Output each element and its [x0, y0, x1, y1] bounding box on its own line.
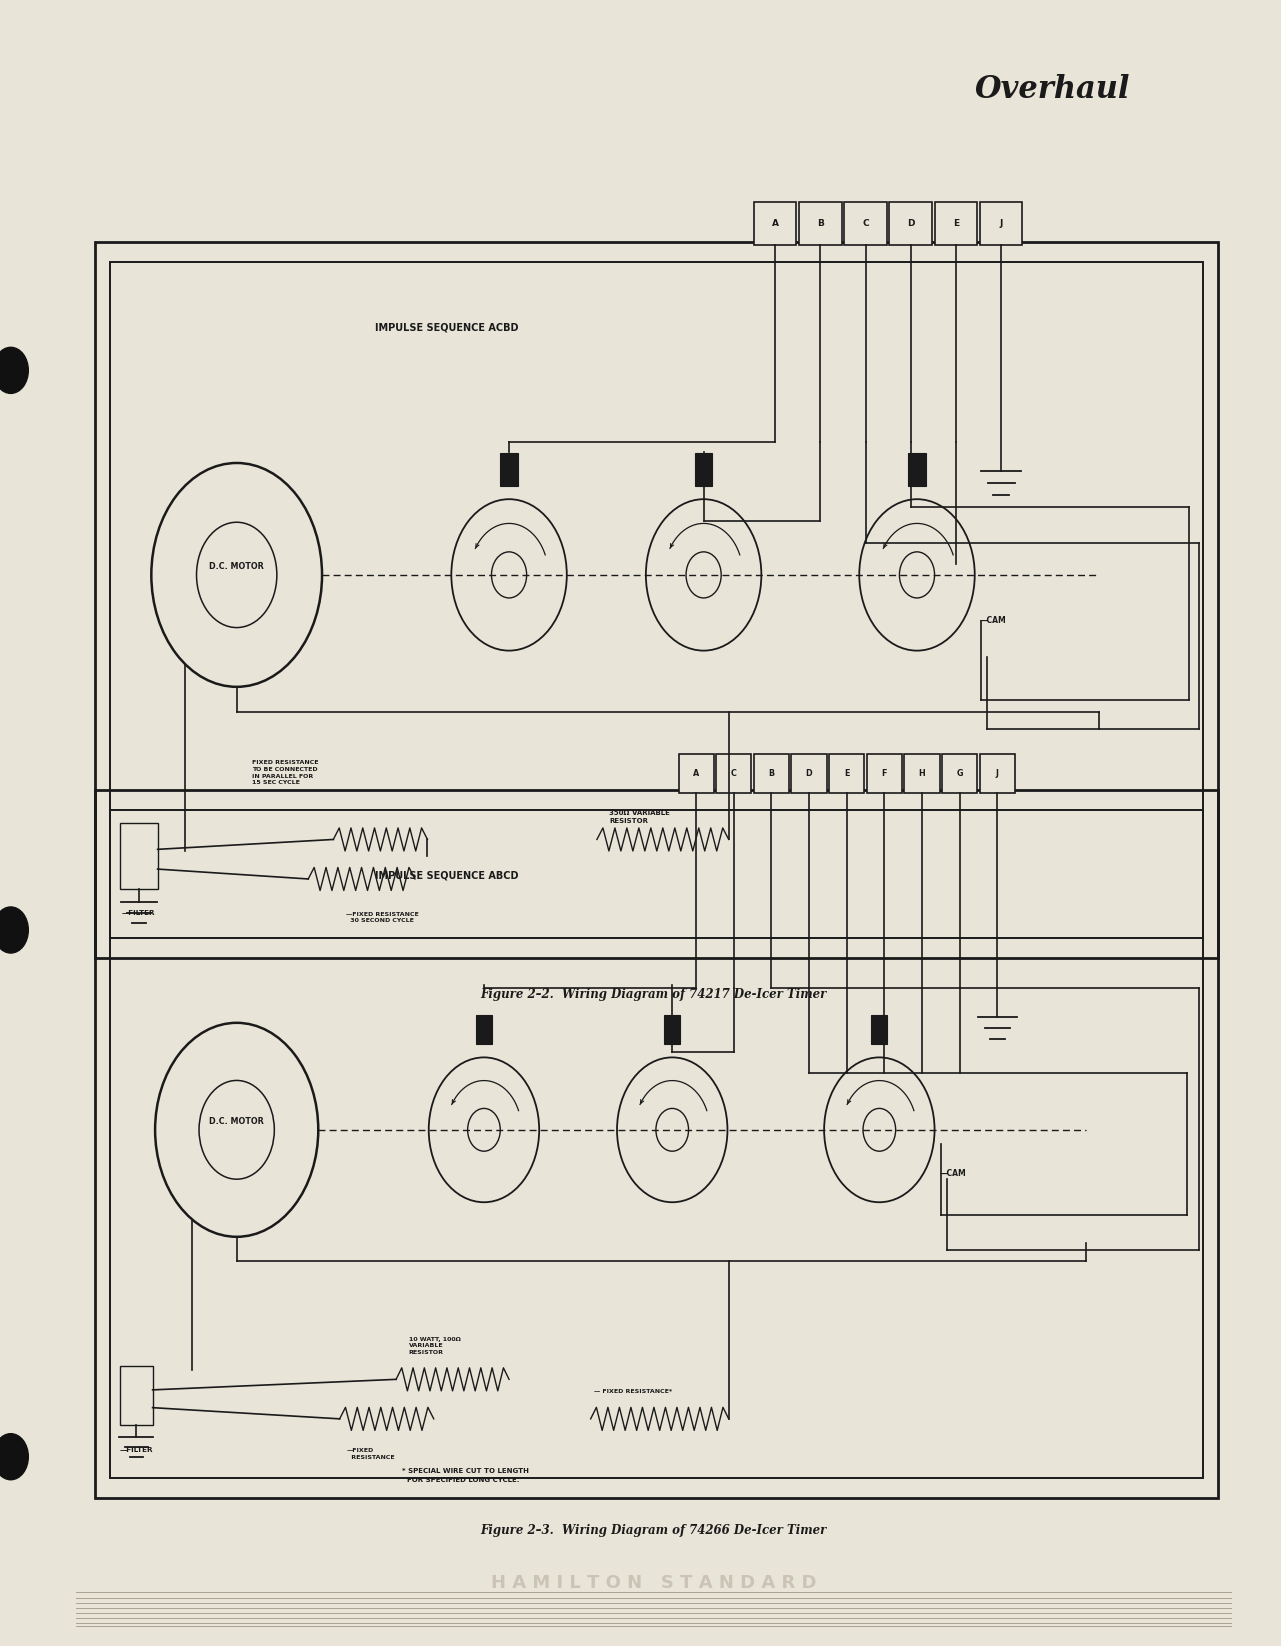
Circle shape — [0, 1434, 28, 1480]
Text: H: H — [918, 769, 925, 779]
Text: —CAM: —CAM — [939, 1169, 966, 1179]
Text: E: E — [844, 769, 849, 779]
Text: J: J — [995, 769, 999, 779]
Bar — [829, 754, 865, 793]
Text: Figure 2–3.  Wiring Diagram of 74266 De-Icer Timer: Figure 2–3. Wiring Diagram of 74266 De-I… — [480, 1524, 826, 1537]
Text: D.C. MOTOR: D.C. MOTOR — [209, 1118, 264, 1126]
Text: A: A — [693, 769, 699, 779]
Bar — [110, 810, 1203, 1478]
Bar — [904, 754, 939, 793]
Circle shape — [0, 347, 28, 393]
Text: — FIXED RESISTANCE*: — FIXED RESISTANCE* — [594, 1389, 673, 1394]
Text: C: C — [730, 769, 737, 779]
Text: —CAM: —CAM — [980, 616, 1007, 625]
Circle shape — [0, 907, 28, 953]
Bar — [889, 202, 933, 245]
Bar — [799, 202, 842, 245]
Text: A: A — [771, 219, 779, 229]
Text: —FILTER: —FILTER — [122, 910, 155, 917]
Bar — [753, 754, 789, 793]
Text: D.C. MOTOR: D.C. MOTOR — [209, 563, 264, 571]
Text: F: F — [881, 769, 886, 779]
Bar — [867, 754, 902, 793]
Bar — [716, 754, 752, 793]
Text: B: B — [817, 219, 824, 229]
Bar — [753, 202, 797, 245]
Bar — [792, 754, 826, 793]
Bar — [475, 1014, 492, 1044]
Text: D: D — [806, 769, 812, 779]
Bar — [120, 823, 158, 889]
Bar — [942, 754, 977, 793]
Bar — [844, 202, 886, 245]
Bar — [694, 453, 712, 486]
Text: B: B — [769, 769, 775, 779]
Bar — [664, 1014, 680, 1044]
Bar — [110, 262, 1203, 938]
Text: Figure 2–2.  Wiring Diagram of 74217 De-Icer Timer: Figure 2–2. Wiring Diagram of 74217 De-I… — [480, 988, 826, 1001]
Text: C: C — [862, 219, 869, 229]
Bar — [679, 754, 714, 793]
Text: J: J — [999, 219, 1003, 229]
Text: IMPULSE SEQUENCE ACBD: IMPULSE SEQUENCE ACBD — [374, 323, 518, 332]
Text: E: E — [953, 219, 959, 229]
Text: IMPULSE SEQUENCE ABCD: IMPULSE SEQUENCE ABCD — [374, 871, 518, 881]
Text: —FILTER: —FILTER — [119, 1447, 152, 1453]
Text: D: D — [907, 219, 915, 229]
Bar — [871, 1014, 888, 1044]
Text: G: G — [957, 769, 963, 779]
Bar — [980, 202, 1022, 245]
Bar — [95, 790, 1218, 1498]
Bar — [908, 453, 926, 486]
Bar — [120, 1366, 152, 1425]
Text: 350Ω VARIABLE
RESISTOR: 350Ω VARIABLE RESISTOR — [610, 810, 670, 825]
Text: * SPECIAL WIRE CUT TO LENGTH
  FOR SPECIFIED LONG CYCLE.: * SPECIAL WIRE CUT TO LENGTH FOR SPECIFI… — [402, 1468, 529, 1483]
Bar — [980, 754, 1015, 793]
Text: —FIXED
  RESISTANCE: —FIXED RESISTANCE — [347, 1448, 395, 1460]
Text: H A M I L T O N   S T A N D A R D: H A M I L T O N S T A N D A R D — [491, 1575, 816, 1592]
Bar — [935, 202, 977, 245]
Text: —FIXED RESISTANCE
  30 SECOND CYCLE: —FIXED RESISTANCE 30 SECOND CYCLE — [346, 912, 419, 923]
Text: 10 WATT, 100Ω
VARIABLE
RESISTOR: 10 WATT, 100Ω VARIABLE RESISTOR — [409, 1337, 460, 1355]
Text: FIXED RESISTANCE
TO BE CONNECTED
IN PARALLEL FOR
15 SEC CYCLE: FIXED RESISTANCE TO BE CONNECTED IN PARA… — [252, 760, 318, 785]
Bar — [95, 242, 1218, 958]
Bar — [501, 453, 518, 486]
Text: Overhaul: Overhaul — [975, 74, 1130, 105]
